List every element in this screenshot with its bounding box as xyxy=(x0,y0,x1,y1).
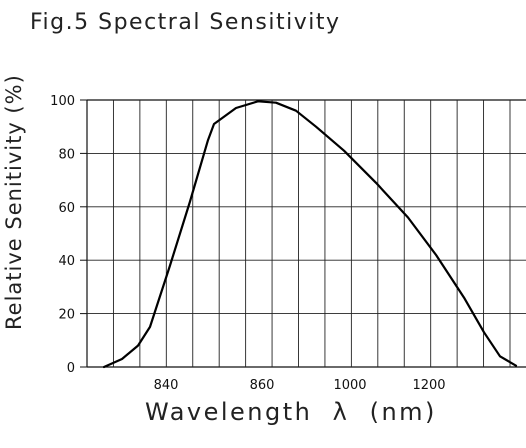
x-tick-labels: 840 860 1000 1200 xyxy=(154,378,446,393)
x-tick-label: 840 xyxy=(154,378,179,393)
x-tick-label: 860 xyxy=(250,378,275,393)
y-tick-label: 80 xyxy=(58,147,75,162)
y-tick-label: 60 xyxy=(58,201,75,216)
y-tick-label: 40 xyxy=(58,254,75,269)
y-tick-label: 20 xyxy=(58,308,75,323)
y-tick-labels: 0 20 40 60 80 100 xyxy=(50,94,87,376)
y-tick-label: 100 xyxy=(50,94,75,109)
x-tick-label: 1200 xyxy=(412,378,445,393)
sensitivity-curve xyxy=(102,100,518,369)
x-tick-label: 1000 xyxy=(333,378,366,393)
x-axis-label: Wavelength λ (nm) xyxy=(145,398,437,426)
y-tick-label: 0 xyxy=(67,361,75,376)
grid xyxy=(86,99,526,368)
series-layer xyxy=(102,100,518,369)
chart-title: Fig.5 Spectral Sensitivity xyxy=(30,10,341,35)
